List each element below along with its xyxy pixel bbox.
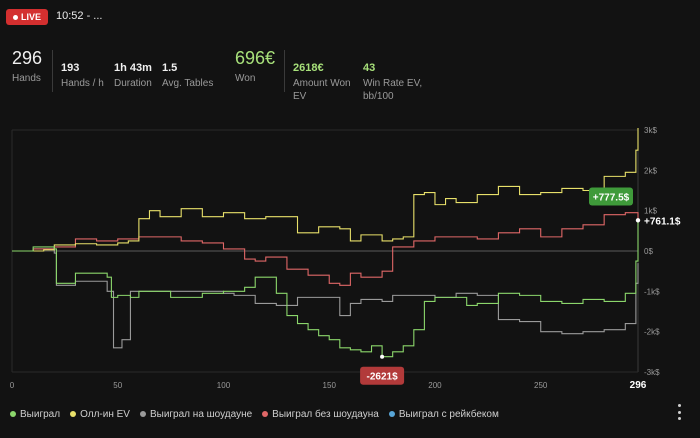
stat-hands-value: 296 bbox=[12, 48, 43, 68]
legend-item-allin-ev[interactable]: Олл-ин EV bbox=[70, 409, 130, 420]
stat-amount-won-ev-value: 2618€ bbox=[293, 62, 324, 74]
y-tick-label: -3k$ bbox=[644, 368, 660, 377]
stat-amount-won-ev: 2618€ Amount Won EV bbox=[293, 62, 357, 103]
legend-label-allin-ev: Олл-ин EV bbox=[80, 408, 130, 420]
x-tick-label: 150 bbox=[323, 381, 337, 390]
y-tick-label: -2k$ bbox=[644, 328, 660, 337]
legend-item-showdown[interactable]: Выиграл на шоудауне bbox=[139, 408, 253, 420]
end-label: +761.1$ bbox=[644, 216, 681, 227]
legend-label-non-showdown: Выиграл без шоудауна bbox=[272, 408, 379, 420]
min-label-badge bbox=[360, 366, 405, 385]
stat-hands-per-hour-value: 193 bbox=[61, 62, 80, 74]
legend-dot-icon bbox=[262, 411, 269, 417]
stats-divider bbox=[284, 50, 285, 92]
more-dot bbox=[678, 404, 681, 407]
stat-won: 696€ Won bbox=[235, 48, 275, 85]
more-dot bbox=[678, 417, 681, 420]
legend-dot-icon bbox=[10, 411, 16, 417]
min-point-marker bbox=[380, 354, 385, 359]
stat-avg-tables: 1.5 Avg. Tables bbox=[162, 62, 213, 90]
end-point-marker bbox=[635, 218, 641, 223]
live-badge[interactable]: LIVE bbox=[6, 9, 48, 25]
stat-avg-tables-value: 1.5 bbox=[162, 62, 178, 74]
session-time: 10:52 - ... bbox=[56, 10, 103, 22]
legend-item-rakeback[interactable]: Выиграл с рейкбеком bbox=[388, 408, 499, 420]
stat-win-rate-ev: 43 Win Rate EV, bb/100 bbox=[363, 62, 427, 103]
min-label: -2621$ bbox=[367, 372, 399, 383]
x-tick-label: 50 bbox=[113, 381, 122, 390]
legend-item-non-showdown[interactable]: Выиграл без шоудауна bbox=[262, 409, 379, 420]
stat-hands-per-hour: 193 Hands / h bbox=[61, 62, 104, 90]
stat-avg-tables-label: Avg. Tables bbox=[162, 78, 214, 89]
y-tick-label: 1k$ bbox=[644, 207, 657, 216]
stats-divider bbox=[52, 50, 53, 92]
legend-label-won: Выиграл bbox=[20, 408, 61, 420]
stat-hands-per-hour-label: Hands / h bbox=[61, 78, 104, 89]
series-line-won bbox=[12, 220, 639, 358]
chart-legend: Выиграл Олл-ин EV Выиграл на шоудауне Вы… bbox=[10, 406, 499, 422]
stat-win-rate-ev-value: 43 bbox=[363, 62, 376, 74]
y-tick-label: 0$ bbox=[644, 247, 653, 256]
top-bar: LIVE 10:52 - ... bbox=[0, 0, 700, 34]
max-label-badge bbox=[589, 187, 633, 206]
more-dot bbox=[678, 410, 681, 414]
max-label: +777.5$ bbox=[593, 193, 630, 204]
y-tick-label: 3k$ bbox=[644, 126, 657, 135]
y-tick-label: -1k$ bbox=[644, 287, 660, 296]
stat-amount-won-ev-label: Amount Won EV bbox=[293, 78, 351, 102]
stat-duration-label: Duration bbox=[114, 78, 152, 89]
x-tick-label: 250 bbox=[534, 381, 548, 390]
series-line-showdown bbox=[12, 248, 639, 349]
live-dot-icon bbox=[12, 14, 18, 20]
stat-duration-value: 1h 43m bbox=[114, 62, 152, 74]
legend-dot-icon bbox=[139, 411, 146, 417]
stat-won-value: 696€ bbox=[235, 48, 276, 68]
x-tick-label: 0 bbox=[10, 381, 15, 390]
stat-duration: 1h 43m Duration bbox=[114, 62, 152, 90]
stat-won-label: Won bbox=[235, 73, 256, 84]
legend-label-showdown: Выиграл на шоудауне bbox=[149, 408, 253, 420]
legend-label-rakeback: Выиграл с рейкбеком bbox=[398, 408, 499, 420]
chart-area[interactable]: 3k$ 2k$ 1k$ 0$ -1k$ -2k$ -3k$ 0 50 100 150 200 250 29… bbox=[0, 118, 700, 400]
stat-win-rate-ev-label: Win Rate EV, bb/100 bbox=[363, 78, 423, 102]
profit-chart[interactable]: 3k$ 2k$ 1k$ 0$ -1k$ -2k$ -3k$ 0 50 100 150 200 250 29… bbox=[0, 118, 700, 400]
stat-hands: 296 Hands bbox=[12, 48, 42, 85]
legend-dot-icon bbox=[388, 411, 395, 417]
x-tick-label: 200 bbox=[428, 381, 442, 390]
x-end-label: 296 bbox=[630, 380, 647, 391]
stats-bar: 296 Hands 193 Hands / h 1h 43m Duration … bbox=[0, 48, 700, 118]
legend-dot-icon bbox=[70, 411, 77, 417]
x-tick-label: 100 bbox=[217, 381, 231, 390]
live-label: LIVE bbox=[20, 12, 41, 22]
stat-hands-label: Hands bbox=[12, 73, 41, 84]
legend-item-won[interactable]: Выиграл bbox=[10, 409, 60, 420]
more-options-icon[interactable] bbox=[678, 404, 684, 420]
y-tick-label: 2k$ bbox=[644, 166, 657, 175]
series-line-allin-ev bbox=[12, 127, 639, 252]
series-line-non-showdown bbox=[12, 212, 639, 286]
